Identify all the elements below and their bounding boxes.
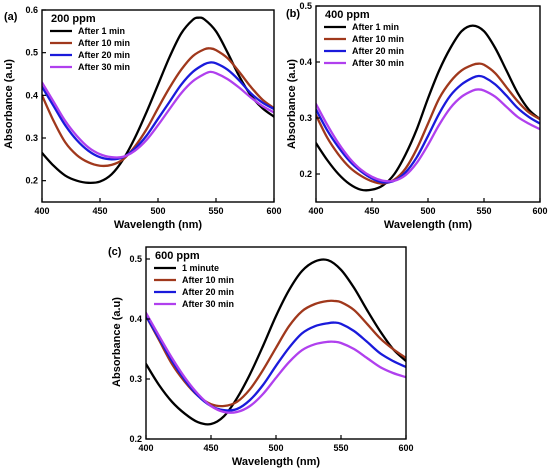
series-line-2 [42,47,274,168]
y-tick-label: 0.5 [129,254,142,264]
x-tick-label: 450 [364,206,379,216]
y-tick-label: 0.3 [299,113,312,123]
y-tick-label: 0.6 [25,5,38,15]
x-tick-label: 550 [208,206,223,216]
series-line-4 [146,311,406,414]
panel-a: 400 450 500 550 600 0.2 0.3 0.4 0.5 0.6 Wavelength… [3,5,282,231]
series-line-1 [146,258,406,426]
y-tick-label: 0.5 [25,48,38,58]
series-group [316,24,540,192]
series-line-4 [316,88,540,183]
legend-label: After 10 min [78,38,130,48]
x-tick-label: 500 [150,206,165,216]
legend: After 1 min After 10 min After 20 min After… [50,26,130,72]
legend-label: After 30 min [182,299,234,309]
x-tick-label: 600 [532,206,547,216]
y-tick-label: 0.4 [129,314,142,324]
plot-frame [315,5,541,203]
x-tick-label: 400 [308,206,323,216]
x-tick-label: 500 [420,206,435,216]
legend-label: 1 minute [182,263,219,273]
panel-title: 600 ppm [155,250,200,262]
panel-c: 400 450 500 550 600 0.2 0.3 0.4 0.5 Wavelength (n… [108,246,414,468]
legend: After 1 min After 10 min After 20 min After… [324,22,404,68]
legend-label: After 1 min [78,26,125,36]
y-axis-label: Absorbance (a.u) [3,59,15,149]
series-line-4 [42,70,274,159]
series-line-1 [42,16,274,185]
legend-label: After 30 min [352,58,404,68]
y-tick-label: 0.4 [25,90,38,100]
x-tick-label: 600 [398,443,413,453]
y-axis-label: Absorbance (a.u) [111,297,123,387]
panel-letter: (a) [4,11,18,23]
legend-label: After 10 min [182,275,234,285]
panel-b: 400 450 500 550 600 0.2 0.3 0.4 0.5 Wavelength (n… [286,1,548,231]
x-tick-label: 550 [476,206,491,216]
y-tick-label: 0.3 [129,374,142,384]
y-tick-label: 0.4 [299,57,312,67]
x-tick-label: 500 [268,443,283,453]
panel-letter: (c) [108,246,122,258]
y-tick-label: 0.3 [25,133,38,143]
x-axis-label: Wavelength (nm) [384,219,473,231]
legend-label: After 20 min [352,46,404,56]
series-group [42,16,274,185]
x-axis-label: Wavelength (nm) [232,456,321,468]
y-tick-label: 0.2 [299,169,312,179]
x-tick-label: 550 [333,443,348,453]
legend-label: After 20 min [78,50,130,60]
series-line-1 [316,24,540,192]
y-tick-label: 0.5 [299,1,312,11]
x-tick-label: 450 [203,443,218,453]
x-axis-label: Wavelength (nm) [114,219,203,231]
x-tick-label: 400 [34,206,49,216]
x-tick-label: 400 [138,443,153,453]
legend: 1 minute After 10 min After 20 min After 30… [154,263,234,309]
legend-label: After 10 min [352,34,404,44]
series-line-3 [146,314,406,412]
x-tick-label: 600 [266,206,281,216]
legend-label: After 20 min [182,287,234,297]
x-tick-label: 450 [92,206,107,216]
series-line-3 [42,61,274,161]
series-group [146,258,406,426]
y-axis-label: Absorbance (a.u) [286,59,298,149]
series-line-2 [316,62,540,185]
y-tick-label: 0.2 [25,176,38,186]
legend-label: After 1 min [352,22,399,32]
panel-title: 200 ppm [51,13,96,25]
legend-label: After 30 min [78,62,130,72]
panel-title: 400 ppm [325,9,370,21]
panel-letter: (b) [286,8,300,20]
y-tick-label: 0.2 [129,434,142,444]
series-line-3 [316,74,540,184]
